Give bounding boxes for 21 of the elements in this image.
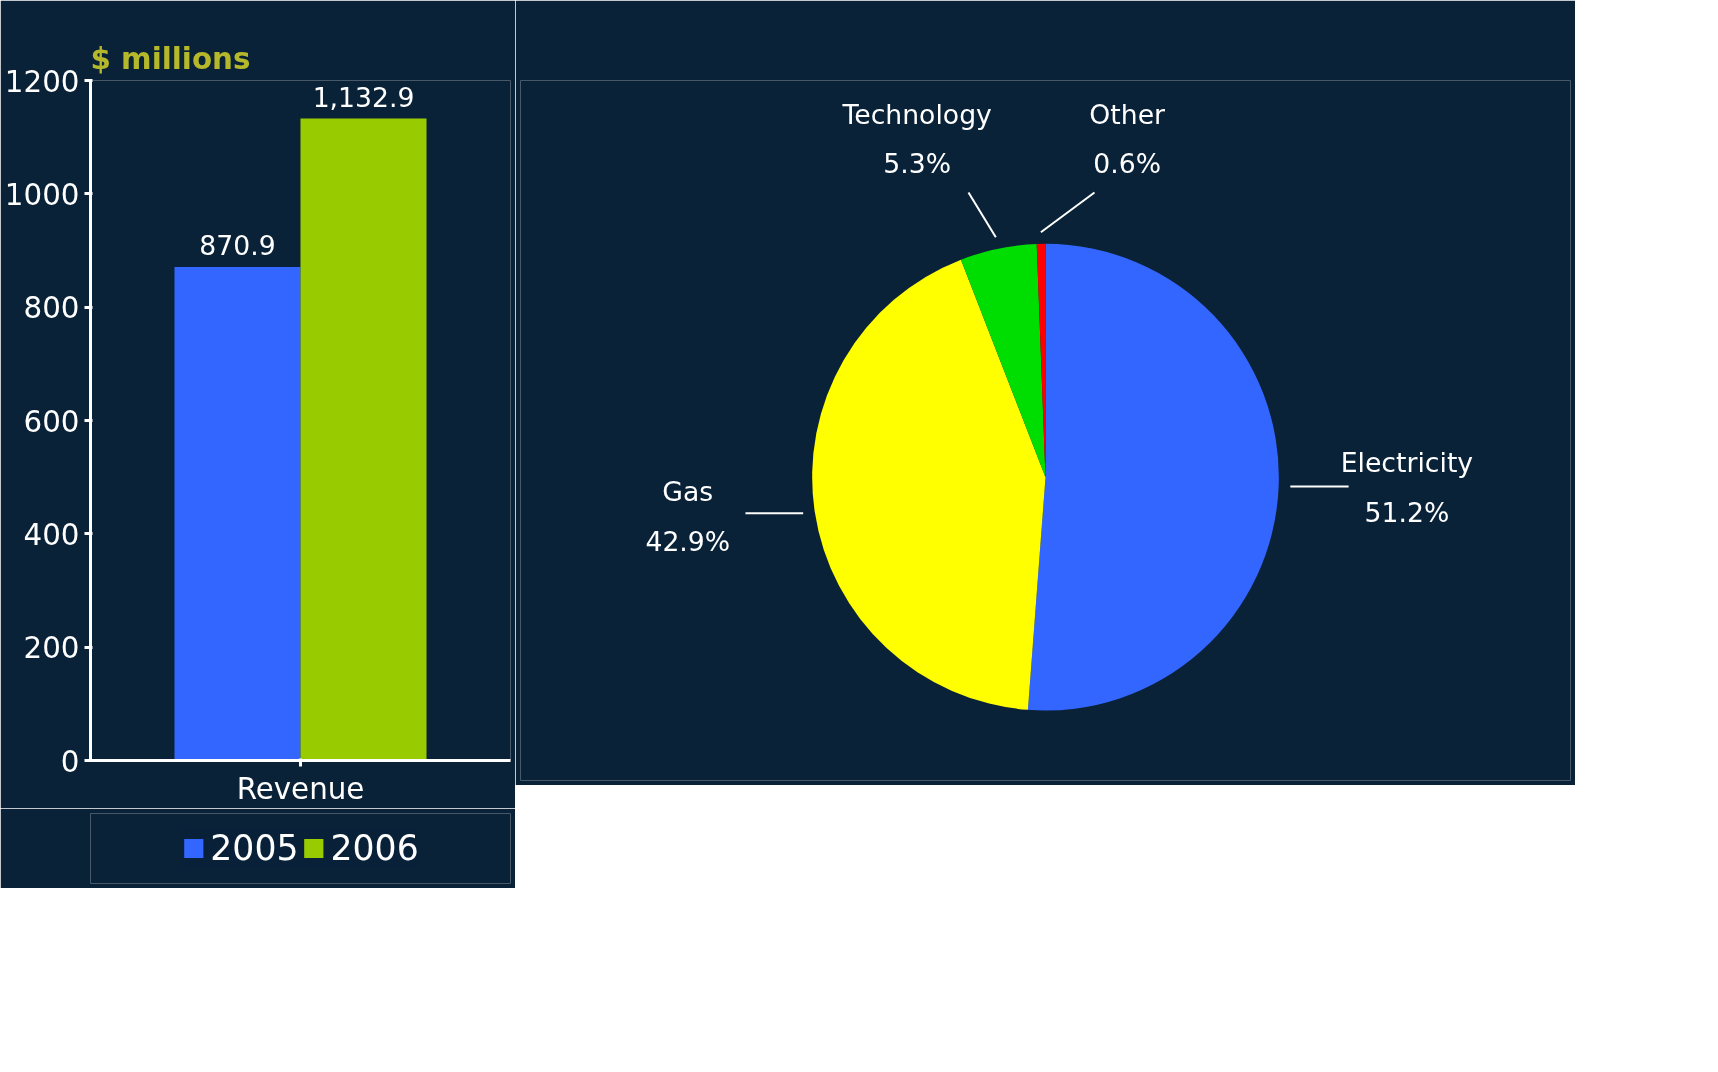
y-tick-label: 200 bbox=[23, 631, 80, 666]
legend-label: 2006 bbox=[330, 828, 419, 868]
y-axis-title: $ millions bbox=[90, 41, 251, 76]
data-label: 5.3% bbox=[883, 148, 952, 180]
y-tick-label: 800 bbox=[23, 291, 80, 326]
data-label: 51.2% bbox=[1364, 496, 1450, 528]
data-label: 0.6% bbox=[1093, 148, 1162, 180]
x-tick-label: Revenue bbox=[236, 771, 365, 806]
slice-label: Gas bbox=[662, 476, 714, 508]
legend-label: 2005 bbox=[210, 828, 299, 868]
data-label: 870.9 bbox=[199, 229, 276, 261]
y-tick-label: 400 bbox=[23, 517, 80, 552]
data-label: 42.9% bbox=[645, 525, 731, 557]
slice-label: Other bbox=[1089, 98, 1166, 130]
y-tick-label: 0 bbox=[60, 744, 80, 779]
y-tick-label: 600 bbox=[23, 404, 80, 439]
data-label: 1,132.9 bbox=[312, 81, 415, 113]
y-tick-label: 1200 bbox=[4, 64, 80, 99]
slice-label: Technology bbox=[841, 98, 992, 130]
slice-label: Electricity bbox=[1340, 446, 1474, 478]
y-tick-label: 1000 bbox=[4, 177, 80, 212]
